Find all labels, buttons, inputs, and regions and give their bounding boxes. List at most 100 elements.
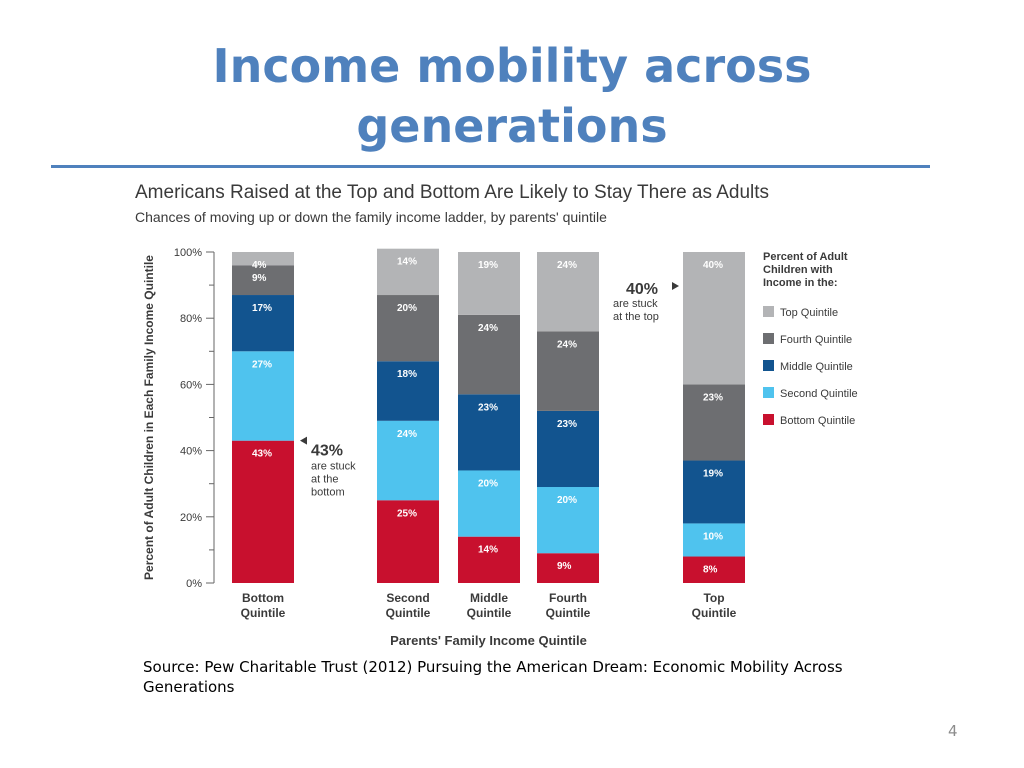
bar-value-label: 40% [703, 260, 723, 271]
y-tick-label: 60% [180, 379, 202, 391]
bar-bottom-quintile [683, 556, 745, 583]
x-axis-label: Parents' Family Income Quintile [390, 633, 587, 648]
annotation-text: at the [311, 474, 339, 486]
legend-swatch [763, 306, 774, 317]
bar-value-label: 19% [703, 469, 723, 480]
bar-value-label: 24% [557, 339, 577, 350]
y-tick-label: 100% [174, 247, 202, 259]
legend-label: Second Quintile [780, 388, 858, 400]
legend-swatch [763, 414, 774, 425]
bar-top-quintile [458, 252, 520, 315]
bar-value-label: 23% [478, 402, 498, 413]
bar-bottom-quintile [377, 500, 439, 583]
y-tick-label: 20% [180, 512, 202, 524]
legend-label: Fourth Quintile [780, 334, 852, 346]
legend-title: Income in the: [763, 277, 838, 289]
bar-value-label: 23% [557, 419, 577, 430]
chart: Americans Raised at the Top and Bottom A… [130, 176, 900, 656]
annotation-text: are stuck [613, 298, 658, 310]
annotation-big-value: 43% [311, 443, 343, 460]
title-rule [51, 165, 930, 168]
bar-fourth-quintile [232, 265, 294, 296]
annotation-text: bottom [311, 487, 345, 499]
slide-title-line-2: generations [356, 99, 668, 153]
bar-second-quintile [683, 523, 745, 557]
bar-fourth-quintile [537, 331, 599, 411]
bar-value-label: 9% [252, 273, 267, 284]
bar-value-label: 27% [252, 359, 272, 370]
bar-value-label: 17% [252, 303, 272, 314]
bar-value-label: 4% [252, 260, 267, 271]
legend-swatch [763, 333, 774, 344]
annotation-arrow [672, 282, 679, 290]
bar-value-label: 10% [703, 531, 723, 542]
x-tick-label: Bottom [242, 591, 284, 605]
bar-value-label: 9% [557, 561, 572, 572]
bar-top-quintile [683, 252, 745, 385]
legend-swatch [763, 360, 774, 371]
bar-bottom-quintile [537, 553, 599, 583]
legend-label: Middle Quintile [780, 361, 853, 373]
bar-value-label: 20% [397, 303, 417, 314]
x-tick-label: Middle [470, 591, 508, 605]
bar-value-label: 25% [397, 508, 417, 519]
bar-value-label: 14% [397, 257, 417, 268]
slide-title: Income mobility across generations [0, 36, 1024, 156]
bar-second-quintile [377, 420, 439, 501]
legend-swatch [763, 387, 774, 398]
bar-second-quintile [537, 487, 599, 554]
source-note: Source: Pew Charitable Trust (2012) Purs… [143, 658, 843, 696]
y-axis-label: Percent of Adult Children in Each Family… [142, 255, 156, 580]
bar-value-label: 14% [478, 545, 498, 556]
y-tick-label: 80% [180, 313, 202, 325]
bar-value-label: 24% [478, 323, 498, 334]
legend-title: Percent of Adult [763, 251, 848, 263]
bar-top-quintile [537, 252, 599, 332]
bar-value-label: 24% [397, 429, 417, 440]
bar-fourth-quintile [377, 295, 439, 362]
y-tick-label: 0% [186, 578, 202, 590]
chart-title: Americans Raised at the Top and Bottom A… [135, 182, 769, 203]
x-tick-label: Second [386, 591, 429, 605]
bar-value-label: 19% [478, 260, 498, 271]
legend-label: Bottom Quintile [780, 415, 855, 427]
bar-bottom-quintile [232, 440, 294, 583]
bar-value-label: 24% [557, 260, 577, 271]
bar-second-quintile [458, 470, 520, 537]
slide-number: 4 [948, 722, 958, 740]
bar-top-quintile [377, 248, 439, 296]
annotation-text: are stuck [311, 461, 356, 473]
legend-title: Children with [763, 264, 833, 276]
legend-label: Top Quintile [780, 307, 838, 319]
x-tick-label: Fourth [549, 591, 587, 605]
bar-middle-quintile [458, 394, 520, 471]
bar-value-label: 43% [252, 449, 272, 460]
bar-top-quintile [232, 252, 294, 266]
annotation-text: at the top [613, 311, 659, 323]
bar-value-label: 20% [557, 495, 577, 506]
bar-bottom-quintile [458, 536, 520, 583]
bar-middle-quintile [683, 460, 745, 524]
bar-middle-quintile [377, 361, 439, 421]
bar-middle-quintile [537, 410, 599, 488]
x-tick-label: Quintile [467, 606, 512, 620]
x-tick-label: Quintile [546, 606, 591, 620]
bar-fourth-quintile [683, 384, 745, 461]
x-tick-label: Quintile [692, 606, 737, 620]
y-tick-label: 40% [180, 446, 202, 458]
bar-second-quintile [232, 351, 294, 441]
chart-svg: Americans Raised at the Top and Bottom A… [135, 182, 858, 648]
bar-middle-quintile [232, 295, 294, 352]
x-tick-label: Quintile [386, 606, 431, 620]
x-tick-label: Top [703, 591, 724, 605]
slide-title-line-1: Income mobility across [212, 39, 812, 93]
annotation-arrow [300, 436, 307, 445]
bar-fourth-quintile [458, 314, 520, 395]
bar-value-label: 18% [397, 369, 417, 380]
bar-value-label: 23% [703, 392, 723, 403]
x-tick-label: Quintile [241, 606, 286, 620]
annotation-big-value: 40% [626, 281, 658, 298]
bar-value-label: 20% [478, 478, 498, 489]
bar-value-label: 8% [703, 565, 718, 576]
chart-subtitle: Chances of moving up or down the family … [135, 209, 607, 225]
